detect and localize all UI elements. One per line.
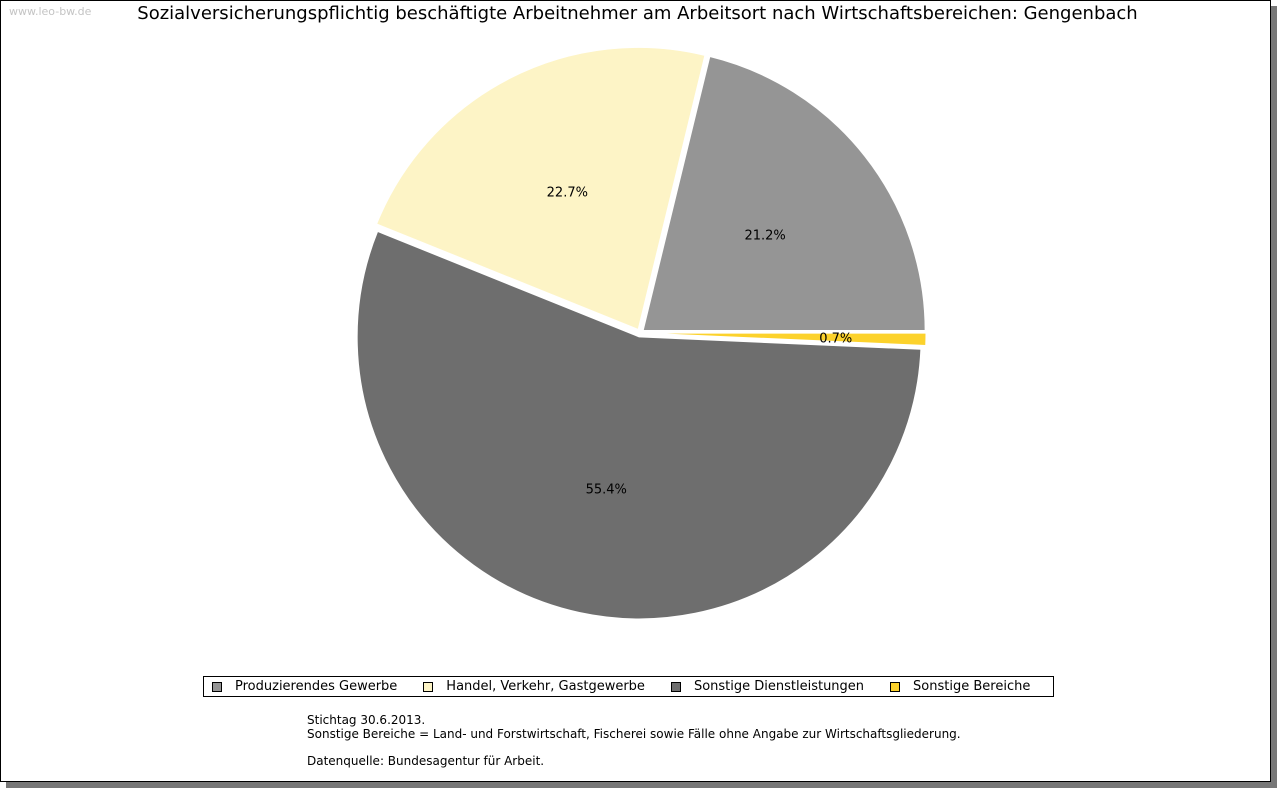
pie-slice-3 [356,230,922,620]
legend-label: Sonstige Dienstleistungen [693,679,865,694]
pie-slice-1 [642,55,926,332]
legend-swatch [423,681,434,692]
legend-swatch [670,681,681,692]
slice-label-3: 55.4% [586,482,627,497]
slice-label-2: 22.7% [547,185,588,200]
note-stichtag: Stichtag 30.6.2013. [307,713,426,727]
note-source: Datenquelle: Bundesagentur für Arbeit. [307,754,545,768]
watermark: www.leo-bw.de [9,5,92,18]
legend-label: Handel, Verkehr, Gastgewerbe [446,679,645,694]
legend-label: Sonstige Bereiche [913,679,1031,694]
note-definition: Sonstige Bereiche = Land- und Forstwirts… [307,727,961,741]
legend-item-1: Produzierendes Gewerbe [212,679,397,694]
legend-label: Produzierendes Gewerbe [235,679,398,694]
legend-swatch [890,681,901,692]
slice-label-1: 21.2% [744,229,785,244]
legend-item-2: Handel, Verkehr, Gastgewerbe [423,679,645,694]
slice-label-4: 0.7% [819,331,852,346]
legend: Produzierendes Gewerbe Handel, Verkehr, G… [203,676,1054,697]
legend-item-3: Sonstige Dienstleistungen [670,679,865,694]
pie-slice-2 [375,46,706,331]
footnotes: Stichtag 30.6.2013. Sonstige Bereiche = … [307,713,961,768]
chart-title: Sozialversicherungspflichtig beschäftigt… [137,3,1138,24]
pie-slice-4 [643,332,927,347]
legend-item-4: Sonstige Bereiche [890,679,1030,694]
pie-chart: 21.2% 22.7% 55.4% 0.7% [356,46,927,620]
legend-swatch [212,681,222,692]
